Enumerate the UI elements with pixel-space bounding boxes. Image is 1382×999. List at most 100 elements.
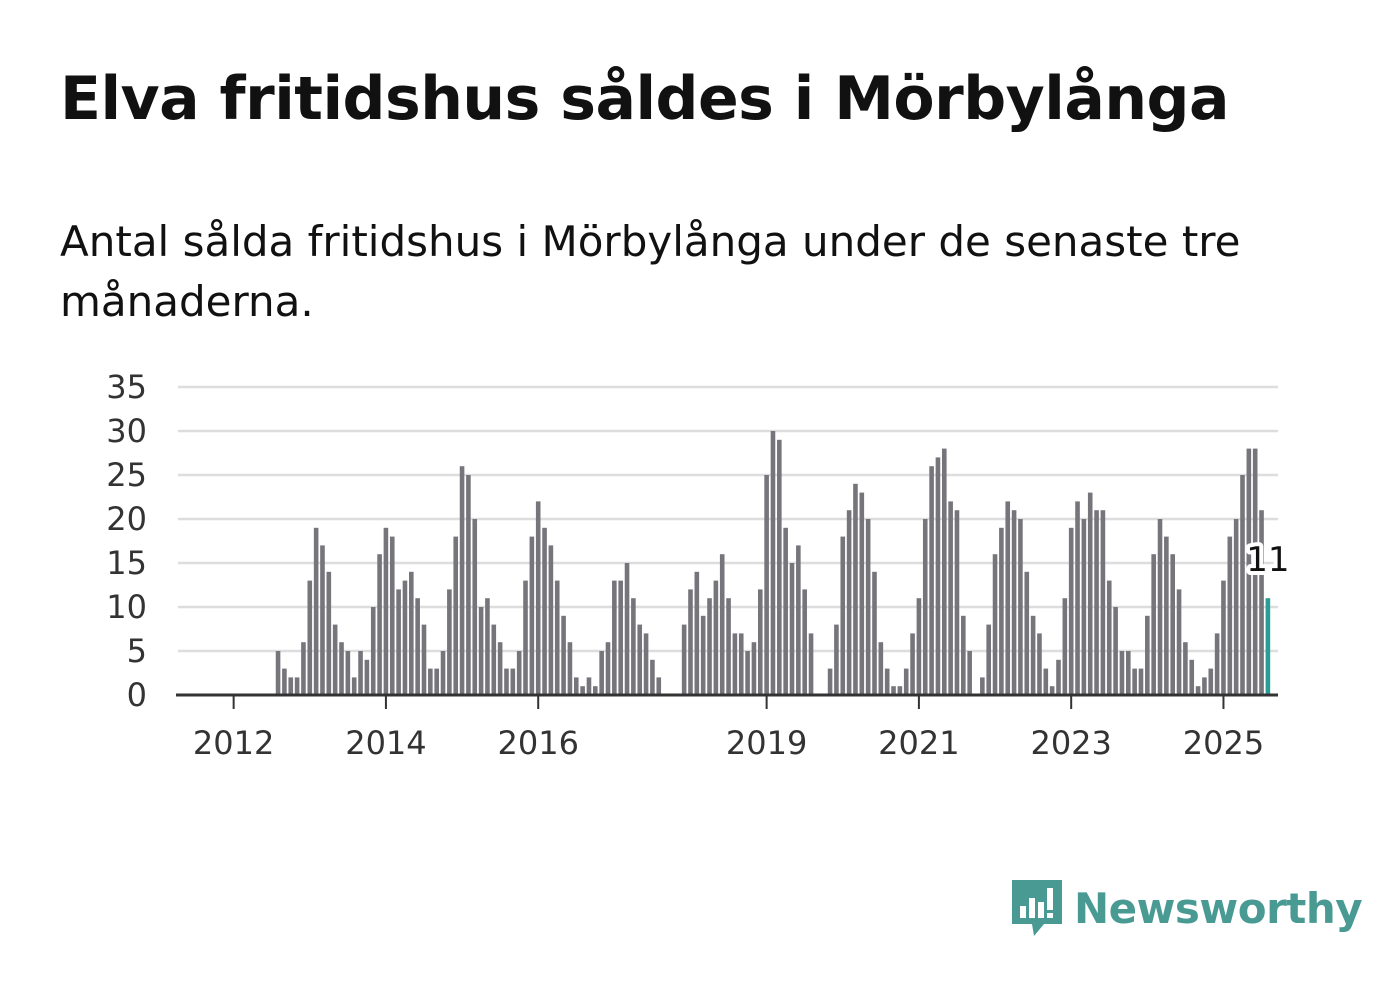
bar: [275, 651, 281, 695]
bar: [1138, 668, 1144, 695]
bar: [834, 624, 839, 695]
bar: [548, 545, 554, 695]
logo-text: Newsworthy: [1074, 883, 1363, 933]
highlight-value-label: 11: [1246, 540, 1289, 580]
bar: [497, 642, 503, 695]
bar: [1018, 519, 1023, 695]
bar: [1125, 651, 1131, 695]
bar: [1068, 527, 1074, 695]
bar: [1062, 598, 1068, 695]
bar: [783, 527, 788, 695]
bar: [707, 598, 712, 695]
y-tick-label: 35: [106, 368, 147, 406]
bar: [757, 589, 763, 695]
bar: [999, 527, 1004, 695]
bar: [301, 642, 306, 695]
bar: [605, 642, 611, 695]
bar: [542, 527, 547, 695]
bar: [485, 598, 490, 695]
bar: [573, 677, 579, 695]
annotation: 11: [1242, 536, 1293, 584]
bar: [472, 519, 478, 695]
bar: [688, 589, 693, 695]
highlight-bar: [1265, 598, 1271, 695]
bar: [796, 545, 801, 695]
bar: [504, 668, 509, 695]
bar: [853, 483, 858, 695]
bar: [478, 607, 484, 695]
bar: [1183, 642, 1188, 695]
bar: [840, 536, 846, 695]
x-tick-label: 2021: [878, 724, 959, 762]
bar: [1081, 519, 1087, 695]
y-tick-label: 25: [106, 456, 147, 494]
bar: [1037, 633, 1042, 695]
bar: [377, 554, 382, 695]
bar: [351, 677, 357, 695]
bar: [1030, 615, 1036, 695]
bar: [307, 580, 313, 695]
bar: [434, 668, 439, 695]
bar: [1189, 659, 1195, 695]
bar: [580, 686, 585, 695]
bar: [459, 466, 465, 695]
chart-title: Elva fritidshus såldes i Mörbylånga: [60, 64, 1230, 134]
bar: [656, 677, 662, 695]
y-tick-label: 30: [106, 412, 147, 450]
bar: [764, 475, 769, 695]
newsworthy-logo: Newsworthy: [1010, 878, 1363, 938]
bar: [1024, 571, 1030, 695]
x-tick-label: 2016: [497, 724, 578, 762]
y-tick-label: 5: [127, 632, 147, 670]
bar: [941, 448, 947, 695]
bar: [491, 624, 497, 695]
bar: [409, 571, 414, 695]
bar: [1005, 501, 1011, 695]
bar: [872, 571, 877, 695]
bar: [535, 501, 541, 695]
bar: [1043, 668, 1049, 695]
bar: [466, 475, 471, 695]
x-tick-label: 2019: [726, 724, 807, 762]
x-tick-label: 2023: [1030, 724, 1111, 762]
bar: [282, 668, 287, 695]
bar: [510, 668, 516, 695]
bar: [1119, 651, 1125, 695]
bar: [1094, 510, 1099, 695]
bar: [624, 563, 630, 695]
bar: [320, 545, 325, 695]
bar: [1252, 448, 1258, 695]
bar: [1011, 510, 1017, 695]
bar: [332, 624, 338, 695]
bar: [802, 589, 807, 695]
bar: [777, 439, 782, 695]
bar: [1164, 536, 1169, 695]
bar: [364, 659, 370, 695]
bar: [415, 598, 420, 695]
bar: [865, 519, 871, 695]
bar: [827, 668, 833, 695]
bar: [1075, 501, 1080, 695]
bar: [643, 633, 649, 695]
bar: [808, 633, 814, 695]
bar: [650, 659, 655, 695]
gridlines: [178, 385, 1278, 653]
bar: [313, 527, 319, 695]
bar: [586, 677, 592, 695]
bar: [1202, 677, 1207, 695]
bar: [631, 598, 636, 695]
bar: [396, 589, 401, 695]
bar: [1233, 519, 1239, 695]
bar: [1195, 686, 1201, 695]
bar: [1208, 668, 1214, 695]
bar: [897, 686, 903, 695]
bar: [948, 501, 953, 695]
newsworthy-bar-chart-icon: [1012, 880, 1062, 936]
y-axis: 0 5 10 15 20 25 30 35: [106, 368, 147, 714]
bar: [1259, 510, 1264, 695]
bar: [1087, 492, 1093, 695]
bar: [1170, 554, 1176, 695]
bar: [916, 598, 922, 695]
y-tick-label: 10: [106, 588, 147, 626]
